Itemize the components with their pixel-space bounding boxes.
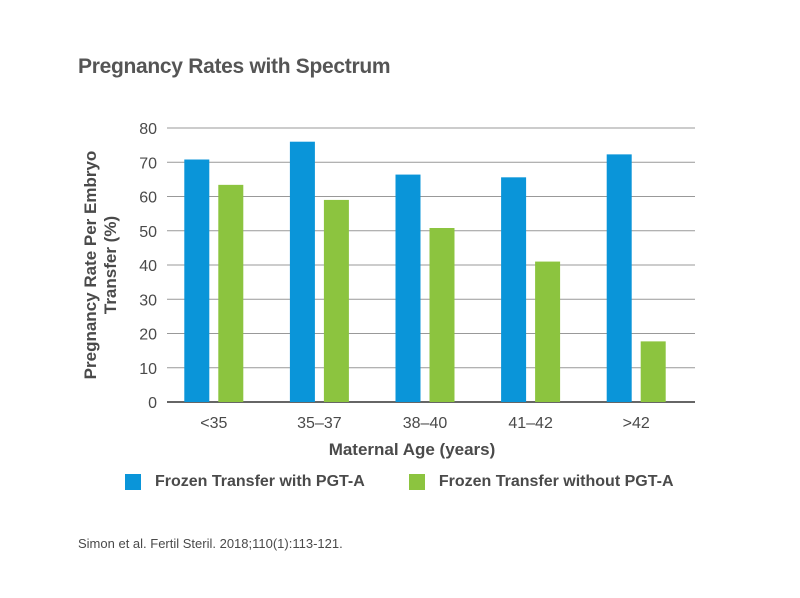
bar-with-pgta: [606, 154, 632, 402]
legend-swatch-without-pgta: [408, 474, 425, 490]
legend-label-without-pgta: Frozen Transfer without PGT-A: [438, 473, 674, 490]
y-tick-label: 70: [139, 155, 157, 172]
y-tick-label: 30: [139, 292, 157, 309]
source-citation: Simon et al. Fertil Steril. 2018;110(1):…: [78, 536, 343, 551]
legend-item-with-pgta: Frozen Transfer with PGT-A: [125, 473, 365, 491]
bar-without-pgta: [323, 199, 349, 402]
bar-without-pgta: [218, 184, 244, 402]
chart-title: Pregnancy Rates with Spectrum: [78, 55, 391, 78]
bar-with-pgta: [289, 141, 315, 402]
x-axis-label: Maternal Age (years): [329, 440, 496, 459]
y-tick-label: 0: [148, 395, 157, 412]
y-tick-label: 10: [139, 361, 157, 378]
bar-with-pgta: [395, 174, 421, 402]
y-axis-label-line-1: Pregnancy Rate Per Embryo: [81, 151, 100, 380]
bar-without-pgta: [535, 261, 561, 402]
legend-swatch-with-pgta: [125, 474, 141, 490]
bar-with-pgta: [184, 159, 210, 402]
legend-label-with-pgta: Frozen Transfer with PGT-A: [155, 473, 365, 490]
x-tick-label: >42: [623, 415, 650, 432]
legend: Frozen Transfer with PGT-A Frozen Transf…: [125, 473, 718, 491]
bar-without-pgta: [640, 341, 666, 402]
x-axis-ticks: <35 35–37 38–40 41–42 >42: [200, 415, 650, 432]
x-tick-label: 41–42: [508, 415, 553, 432]
x-tick-label: <35: [200, 415, 227, 432]
y-tick-label: 20: [139, 327, 157, 344]
y-tick-label: 80: [139, 121, 157, 138]
y-axis-ticks: 0 10 20 30 40 50 60 70 80: [139, 121, 157, 412]
legend-item-without-pgta: Frozen Transfer without PGT-A: [408, 473, 674, 491]
bar-with-pgta: [501, 177, 527, 402]
x-tick-label: 38–40: [403, 415, 448, 432]
y-tick-label: 50: [139, 224, 157, 241]
y-tick-label: 60: [139, 190, 157, 207]
y-axis-label: Pregnancy Rate Per Embryo Transfer (%): [81, 151, 120, 380]
bar-without-pgta: [429, 228, 455, 402]
y-tick-label: 40: [139, 258, 157, 275]
bars: [184, 141, 666, 402]
y-axis-label-line-2: Transfer (%): [101, 216, 120, 314]
x-tick-label: 35–37: [297, 415, 342, 432]
